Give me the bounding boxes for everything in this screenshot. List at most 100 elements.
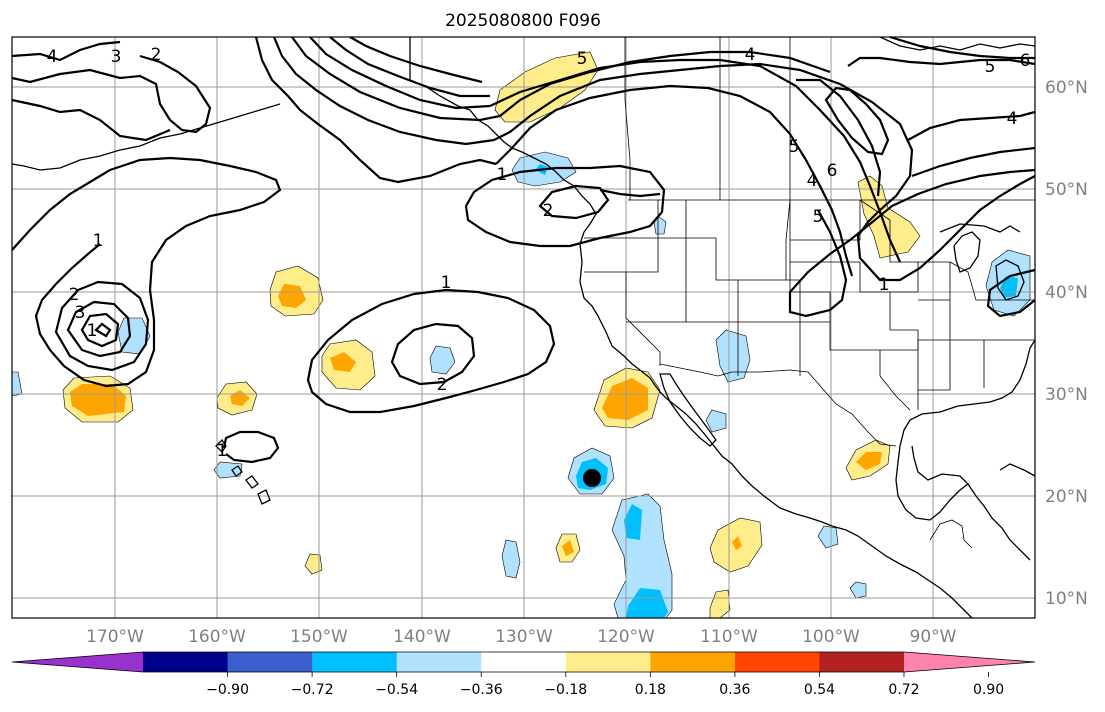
coastlines	[11, 36, 1036, 619]
contour-line	[847, 56, 1036, 67]
contour-line	[291, 36, 501, 122]
anomaly-positive-mexico-pacific-core	[732, 536, 742, 550]
plains-borders	[789, 200, 890, 322]
contour-label: 5	[985, 57, 996, 77]
colorbar-tick-label: 0.72	[888, 682, 919, 698]
contour-line	[986, 268, 1036, 318]
contour-line	[538, 184, 610, 220]
contour-label: 1	[441, 273, 452, 293]
contour-line	[11, 54, 212, 134]
anomaly-negative-tropical-south-core-1	[624, 504, 642, 540]
contour-label: 5	[577, 49, 588, 69]
anomaly-positive-west-pacific-core	[70, 384, 126, 416]
gulf-coastline	[895, 339, 1036, 521]
southeast-borders	[917, 339, 1035, 391]
longitude-label: 150°W	[290, 627, 348, 647]
contour-line	[11, 98, 171, 142]
storm-center-marker	[583, 469, 601, 487]
political-borders	[409, 37, 1035, 549]
aleutian-islands	[11, 103, 281, 171]
colorbar-extend-min	[12, 652, 143, 672]
contour-line	[11, 40, 121, 62]
contour-label: 4	[807, 171, 818, 191]
contour-line	[66, 300, 132, 358]
colorbar-tick-label: 0.90	[973, 682, 1004, 698]
latitude-label: 20°N	[1045, 487, 1088, 507]
colorbar-segment	[565, 652, 651, 672]
colorbar: −0.90 −0.72 −0.54 −0.36 −0.18 0.18 0.36 0.54 0.7…	[11, 651, 1036, 698]
colorbar-tick-label: −0.18	[544, 682, 587, 698]
cuba-coast	[999, 463, 1036, 477]
contour-label: 2	[437, 375, 448, 395]
height-contours	[11, 35, 1036, 464]
contour-label: 2	[69, 285, 80, 305]
contour-line	[499, 50, 831, 117]
contour-line	[464, 164, 666, 248]
anomaly-positive-south-1-core	[562, 540, 574, 556]
lake-superior	[939, 223, 1021, 233]
colorbar-segment	[481, 652, 567, 672]
colorbar-outline	[11, 651, 1036, 673]
contour-label: 2	[543, 201, 554, 221]
contour-label: 6	[1020, 51, 1031, 71]
lake-michigan	[953, 231, 981, 273]
anomaly-positive-baja-offshore-core	[602, 378, 648, 420]
latitude-label: 30°N	[1045, 385, 1088, 405]
anomaly-negative-blob-3	[117, 317, 151, 355]
oregon-border	[584, 237, 659, 273]
texas-oklahoma-border	[800, 321, 881, 376]
anomaly-negative-blob-2	[429, 345, 456, 375]
colorbar-tick-label: 0.54	[804, 682, 835, 698]
contour-label: 1	[879, 275, 890, 295]
contour-line	[11, 156, 282, 388]
colorbar-tick-label: −0.54	[375, 682, 418, 698]
map-title: 2025080800 F096	[445, 11, 601, 31]
longitude-label: 160°W	[188, 627, 246, 647]
colorbar-segment	[143, 652, 229, 672]
colorbar-tick-label: 0.36	[719, 682, 750, 698]
latitude-axis: 60°N 50°N 40°N 30°N 20°N 10°N	[1045, 78, 1088, 609]
contour-line	[222, 430, 280, 464]
pacific-coastline	[409, 37, 973, 619]
contour-line	[907, 110, 1036, 141]
longitude-label: 120°W	[597, 627, 655, 647]
colorbar-segment	[734, 652, 820, 672]
baja-peninsula	[659, 373, 717, 447]
colorbar-segment	[227, 652, 313, 672]
anomaly-negative-central-america	[849, 581, 867, 599]
contour-line	[390, 322, 476, 386]
contour-line	[254, 36, 497, 184]
contour-line	[329, 36, 490, 98]
yucatan-coast	[967, 483, 1031, 561]
contour-label-group: 4 3 2 5 5 6 4 5 6 4 5 4 1 1 2 1 2 3 1 1 …	[47, 45, 1031, 461]
contour-line	[489, 58, 902, 263]
contour-label: 5	[789, 137, 800, 157]
contour-label: 3	[111, 47, 122, 67]
contour-line	[493, 62, 1036, 282]
contour-label: 3	[75, 303, 86, 323]
anomaly-negative-blob-4	[213, 461, 243, 479]
contour-line	[796, 78, 882, 197]
contour-label: 1	[93, 231, 104, 251]
anomaly-negative-mexico-south	[817, 525, 839, 549]
louisiana-border	[879, 375, 919, 411]
longitude-label: 140°W	[393, 627, 451, 647]
latitude-label: 40°N	[1045, 283, 1088, 303]
longitude-label: 100°W	[802, 627, 860, 647]
contour-line	[306, 288, 556, 414]
longitude-label: 170°W	[86, 627, 144, 647]
latitude-label: 50°N	[1045, 180, 1088, 200]
contour-label: 1	[217, 441, 228, 461]
contour-label: 4	[1007, 109, 1018, 129]
colorbar-tick-label: −0.90	[206, 682, 249, 698]
contour-line	[824, 86, 890, 156]
contour-line	[54, 280, 150, 372]
lake-huron	[995, 259, 1025, 301]
bc-alberta-border	[624, 37, 631, 200]
longitude-axis: 170°W 160°W 150°W 140°W 130°W 120°W 110°…	[86, 627, 957, 647]
colorbar-segment	[396, 652, 482, 672]
contour-label: 1	[497, 165, 508, 185]
contour-label: 2	[151, 45, 162, 65]
colorbar-tick-label: −0.72	[291, 682, 334, 698]
